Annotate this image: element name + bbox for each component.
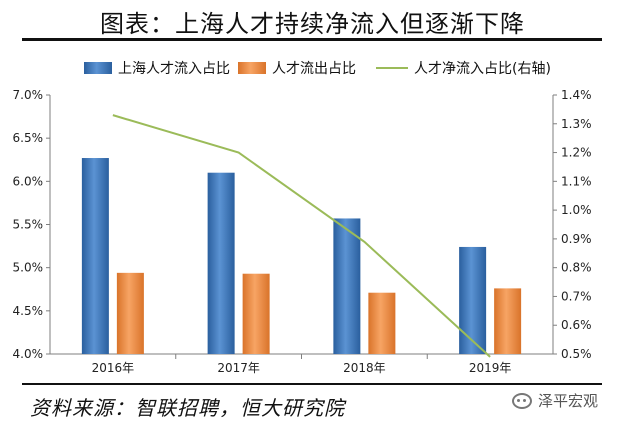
y-tick-label: 6.0%: [13, 174, 44, 188]
legend-label-inflow: 上海人才流入占比: [118, 61, 230, 77]
y-tick-label: 4.5%: [13, 304, 44, 318]
bar-outflow: [116, 272, 144, 354]
x-tick-label: 2018年: [343, 361, 386, 375]
x-tick-label: 2016年: [92, 361, 135, 375]
source-rule: [22, 383, 602, 385]
legend-item-outflow: 人才流出占比: [238, 58, 356, 78]
y2-tick-label: 1.0%: [561, 203, 592, 217]
x-tick-label: 2019年: [469, 361, 512, 375]
bar-outflow: [242, 273, 270, 354]
y2-tick-label: 1.3%: [561, 117, 592, 131]
bar-outflow: [494, 288, 522, 354]
title-rule: [22, 38, 602, 41]
bar-inflow: [81, 158, 109, 354]
source-note: 资料来源：智联招聘，恒大研究院: [30, 396, 345, 420]
bar-inflow: [459, 246, 487, 354]
y-tick-label: 7.0%: [13, 88, 44, 102]
y2-tick-label: 1.4%: [561, 88, 592, 102]
legend-label-net: 人才净流入占比(右轴): [414, 61, 551, 77]
y2-tick-label: 1.2%: [561, 146, 592, 160]
y2-tick-label: 0.6%: [561, 318, 592, 332]
y2-tick-label: 0.8%: [561, 261, 592, 275]
watermark-text: 泽平宏观: [538, 392, 599, 410]
wechat-icon: [512, 392, 532, 409]
y-tick-label: 6.5%: [13, 131, 44, 145]
chart-title: 图表：上海人才持续净流入但逐渐下降: [100, 10, 525, 38]
y-tick-label: 5.0%: [13, 261, 44, 275]
y2-tick-label: 1.1%: [561, 174, 592, 188]
legend-swatch-inflow: [84, 62, 112, 74]
line-net-inflow: [112, 114, 491, 358]
bar-inflow: [333, 218, 361, 354]
y-tick-label: 5.5%: [13, 218, 44, 232]
watermark: 泽平宏观: [512, 390, 598, 411]
y-tick-label: 4.0%: [13, 347, 44, 361]
legend-label-outflow: 人才流出占比: [272, 61, 356, 77]
legend-item-net: 人才净流入占比(右轴): [376, 58, 551, 78]
bar-inflow: [207, 172, 235, 354]
legend-swatch-outflow: [238, 62, 266, 74]
y2-tick-label: 0.9%: [561, 232, 592, 246]
legend-line-net: [376, 67, 408, 69]
x-tick-label: 2017年: [217, 361, 260, 375]
bar-outflow: [368, 292, 396, 354]
y2-tick-label: 0.5%: [561, 347, 592, 361]
y2-tick-label: 0.7%: [561, 289, 592, 303]
legend: 上海人才流入占比 人才流出占比 人才净流入占比(右轴): [0, 58, 625, 78]
legend-item-inflow: 上海人才流入占比: [84, 58, 230, 78]
